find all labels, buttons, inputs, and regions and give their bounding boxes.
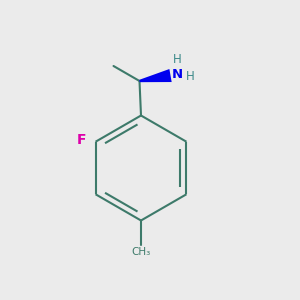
Text: F: F [76,133,86,147]
Polygon shape [139,69,172,82]
Text: H: H [173,53,182,66]
Text: CH₃: CH₃ [131,247,151,257]
Text: N: N [172,68,183,80]
Text: H: H [186,70,194,83]
